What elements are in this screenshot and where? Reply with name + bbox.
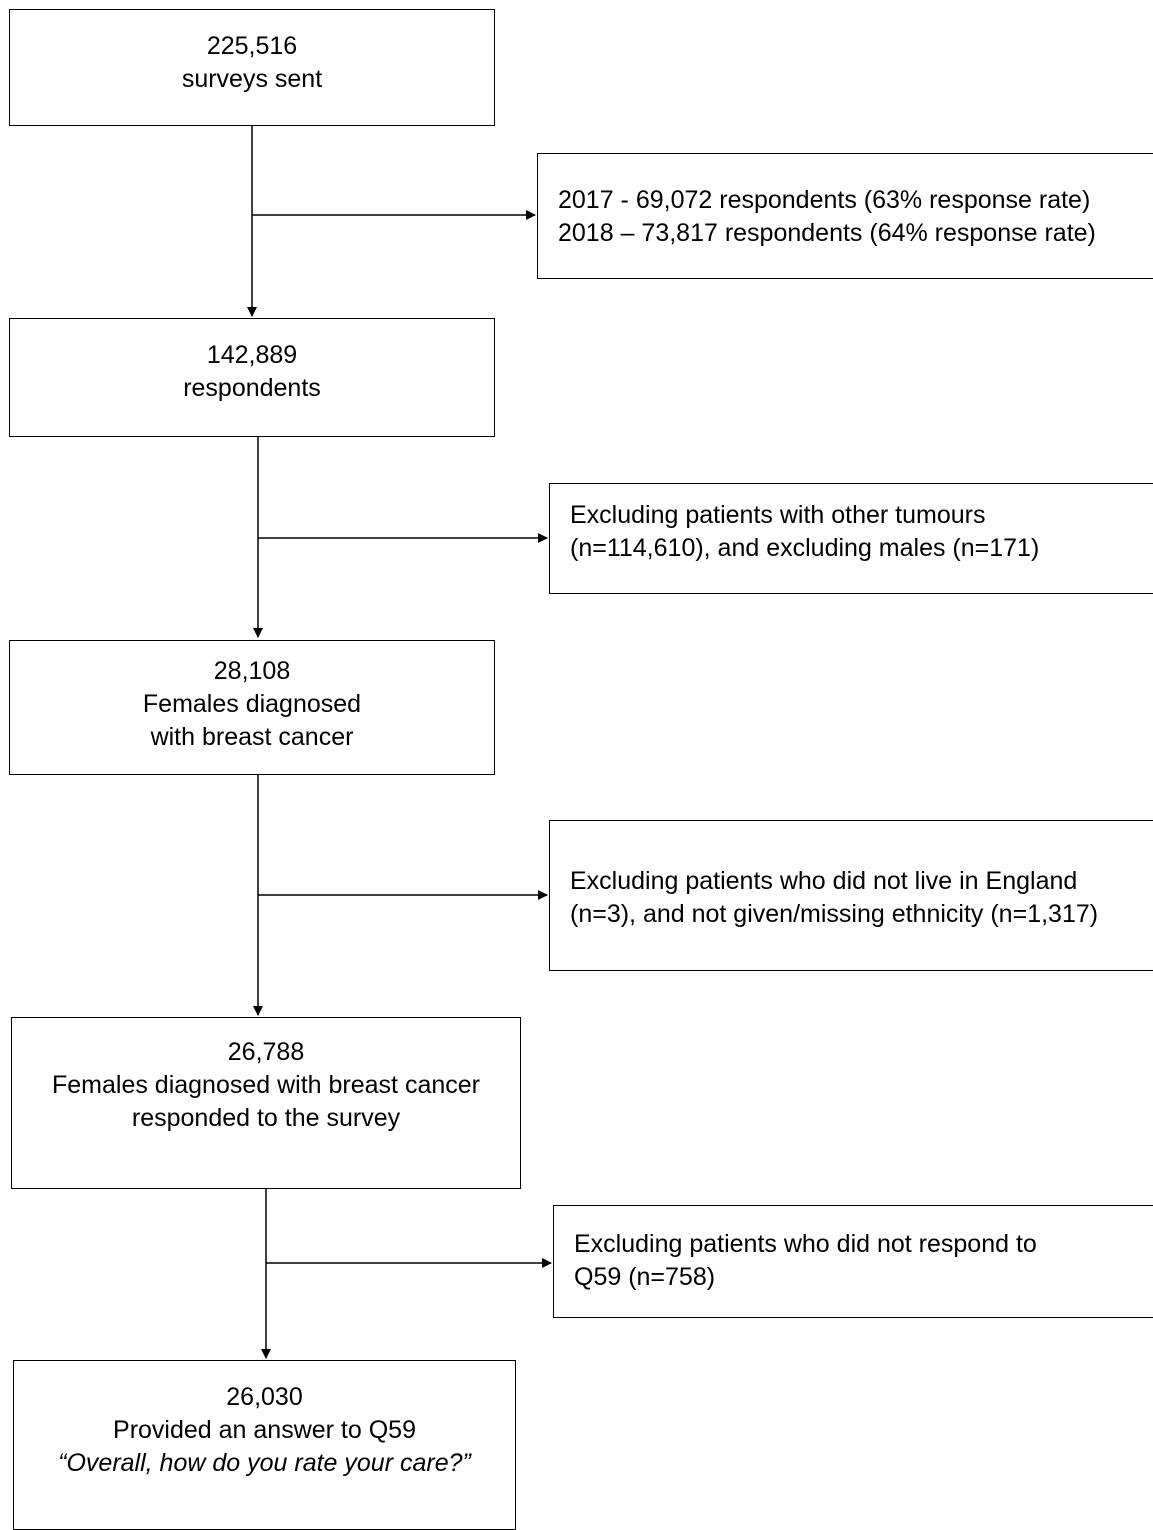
box-females-diagnosed: 28,108 Females diagnosed with breast can…	[9, 640, 495, 775]
box-exclude-q59: Excluding patients who did not respond t…	[553, 1205, 1153, 1318]
box-final-answer-question: “Overall, how do you rate your care?”	[58, 1449, 471, 1477]
exclude-england-line-1: Excluding patients who did not live in E…	[570, 867, 1078, 895]
box-females-diagnosed-label-2: with breast cancer	[150, 723, 354, 751]
box-surveys-sent-count: 225,516	[206, 32, 298, 60]
box-response-rates: 2017 - 69,072 respondents (63% response …	[537, 153, 1153, 279]
exclude-q59-line-2: Q59 (n=758)	[574, 1263, 716, 1291]
exclude-q59-line-1: Excluding patients who did not respond t…	[574, 1230, 1037, 1258]
box-responded-survey-count: 26,788	[227, 1038, 305, 1066]
box-respondents: 142,889 respondents	[9, 318, 495, 437]
exclude-tumours-line-2: (n=114,610), and excluding males (n=171)	[570, 534, 1040, 562]
box-responded-survey: 26,788 Females diagnosed with breast can…	[11, 1017, 521, 1189]
box-final-answer: 26,030 Provided an answer to Q59 “Overal…	[13, 1360, 516, 1530]
box-respondents-count: 142,889	[206, 341, 298, 369]
response-rate-2017: 2017 - 69,072 respondents (63% response …	[558, 186, 1091, 214]
box-exclude-other-tumours: Excluding patients with other tumours (n…	[549, 483, 1153, 594]
response-rate-2018: 2018 – 73,817 respondents (64% response …	[558, 219, 1096, 247]
box-responded-survey-label-2: responded to the survey	[131, 1104, 401, 1132]
exclude-tumours-line-1: Excluding patients with other tumours	[570, 501, 986, 529]
box-surveys-sent-label: surveys sent	[181, 65, 323, 93]
box-respondents-label: respondents	[183, 374, 321, 402]
box-surveys-sent: 225,516 surveys sent	[9, 9, 495, 126]
box-females-diagnosed-label-1: Females diagnosed	[142, 690, 362, 718]
exclude-england-line-2: (n=3), and not given/missing ethnicity (…	[570, 900, 1099, 928]
box-final-answer-count: 26,030	[226, 1383, 303, 1411]
box-females-diagnosed-count: 28,108	[213, 657, 291, 685]
box-final-answer-label: Provided an answer to Q59	[113, 1416, 416, 1444]
box-exclude-england-ethnicity: Excluding patients who did not live in E…	[549, 820, 1153, 971]
box-responded-survey-label-1: Females diagnosed with breast cancer	[51, 1071, 480, 1099]
